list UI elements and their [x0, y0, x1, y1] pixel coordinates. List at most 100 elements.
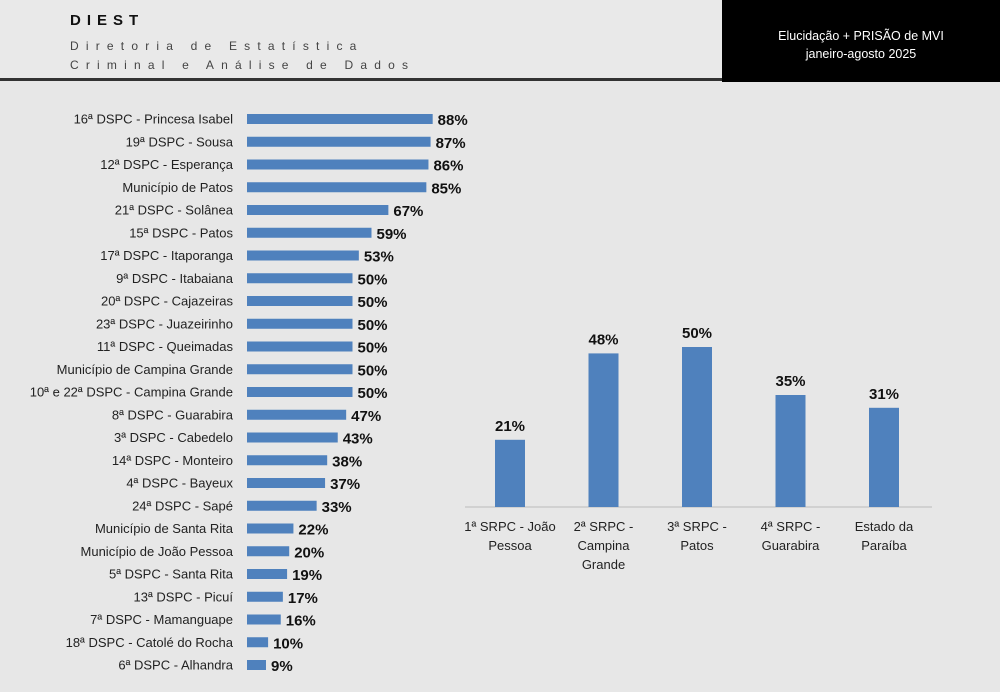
category-label: 5ª DSPC - Santa Rita [109, 567, 234, 582]
bar [588, 353, 619, 507]
bar [247, 341, 353, 352]
report-period: janeiro-agosto 2025 [805, 47, 917, 61]
category-label: Município de Patos [122, 180, 233, 195]
bar [247, 614, 281, 625]
category-label: Município de Campina Grande [57, 362, 233, 377]
category-label: 1ª SRPC - João [464, 519, 556, 534]
header-banner: DIEST Diretoria de Estatística Criminal … [0, 0, 722, 81]
category-label: 4ª SRPC - [761, 519, 821, 534]
category-label: Município de João Pessoa [81, 544, 234, 559]
bar [247, 660, 266, 670]
category-label: 2ª SRPC - [574, 519, 634, 534]
bar [247, 114, 433, 124]
bar [247, 523, 294, 534]
category-label: 12ª DSPC - Esperança [100, 157, 233, 172]
category-label: Campina [577, 538, 630, 553]
data-label: 16% [286, 613, 316, 630]
bar [247, 136, 431, 147]
category-label: 21ª DSPC - Solânea [115, 203, 234, 218]
category-label: 11ª DSPC - Queimadas [97, 339, 234, 354]
brand-subtitle-1: Diretoria de Estatística [70, 39, 364, 53]
bar [247, 432, 338, 443]
brand-title: DIEST [70, 12, 145, 29]
data-label: 88% [438, 112, 468, 129]
category-label: Estado da [855, 519, 914, 534]
bar [247, 364, 353, 375]
report-title: Elucidação + PRISÃO de MVI [778, 29, 944, 43]
data-label: 22% [298, 522, 328, 539]
data-label: 50% [358, 294, 388, 311]
data-label: 17% [288, 590, 318, 607]
category-label: 20ª DSPC - Cajazeiras [101, 294, 233, 309]
bar [495, 439, 525, 507]
bar [247, 637, 269, 648]
category-label: Guarabira [762, 538, 821, 553]
category-label: Patos [680, 538, 714, 553]
category-label: 8ª DSPC - Guarabira [112, 407, 234, 422]
data-label: 10% [273, 635, 303, 652]
data-label: 37% [330, 476, 360, 493]
bar [247, 478, 326, 488]
data-label: 50% [358, 317, 388, 334]
bar [247, 182, 427, 193]
category-label: Pessoa [488, 538, 532, 553]
category-label: 16ª DSPC - Princesa Isabel [74, 112, 234, 127]
bar [682, 347, 712, 507]
data-label: 31% [869, 386, 899, 403]
bar [247, 591, 283, 602]
bar [247, 387, 353, 397]
category-label: 9ª DSPC - Itabaiana [116, 271, 234, 286]
bar [247, 546, 290, 557]
data-label: 19% [292, 567, 322, 584]
data-label: 59% [376, 226, 406, 243]
data-label: 9% [271, 658, 293, 675]
data-label: 47% [351, 408, 381, 425]
category-label: 14ª DSPC - Monteiro [112, 453, 233, 468]
category-label: 17ª DSPC - Itaporanga [100, 248, 233, 263]
category-label: Município de Santa Rita [95, 521, 234, 536]
data-label: 43% [343, 431, 373, 448]
category-label: 4ª DSPC - Bayeux [126, 476, 233, 491]
data-label: 50% [358, 362, 388, 379]
category-label: 23ª DSPC - Juazeirinho [96, 316, 233, 331]
data-label: 50% [358, 271, 388, 288]
bar [869, 407, 899, 507]
bar [247, 227, 372, 238]
category-label: Grande [582, 557, 625, 572]
data-label: 33% [322, 499, 352, 516]
category-label: 15ª DSPC - Patos [129, 225, 233, 240]
bar [247, 318, 353, 329]
data-label: 48% [588, 331, 618, 348]
category-label: 3ª SRPC - [667, 519, 727, 534]
data-label: 85% [431, 180, 461, 197]
bar [247, 569, 288, 579]
data-label: 50% [358, 340, 388, 357]
data-label: 50% [358, 385, 388, 402]
category-label: 6ª DSPC - Alhandra [118, 658, 233, 673]
category-label: 3ª DSPC - Cabedelo [114, 430, 233, 445]
bar [247, 296, 353, 306]
bar [247, 250, 359, 261]
data-label: 87% [436, 135, 466, 152]
category-label: 13ª DSPC - Picuí [134, 589, 234, 604]
bar [247, 500, 317, 511]
data-label: 21% [495, 418, 525, 435]
data-label: 20% [294, 544, 324, 561]
bar [247, 455, 328, 466]
category-label: 7ª DSPC - Mamanguape [90, 612, 233, 627]
category-label: 10ª e 22ª DSPC - Campina Grande [30, 385, 233, 400]
data-label: 50% [682, 325, 712, 342]
bar [775, 395, 806, 507]
category-label: Paraíba [861, 538, 907, 553]
data-label: 86% [433, 158, 463, 175]
category-label: 19ª DSPC - Sousa [126, 134, 234, 149]
report-title-box: Elucidação + PRISÃO de MVI janeiro-agost… [722, 0, 1000, 82]
bar [247, 205, 389, 215]
category-label: 24ª DSPC - Sapé [132, 498, 233, 513]
data-label: 38% [332, 453, 362, 470]
data-label: 53% [364, 249, 394, 266]
data-label: 35% [775, 373, 805, 390]
data-label: 67% [393, 203, 423, 220]
bar [247, 159, 429, 170]
